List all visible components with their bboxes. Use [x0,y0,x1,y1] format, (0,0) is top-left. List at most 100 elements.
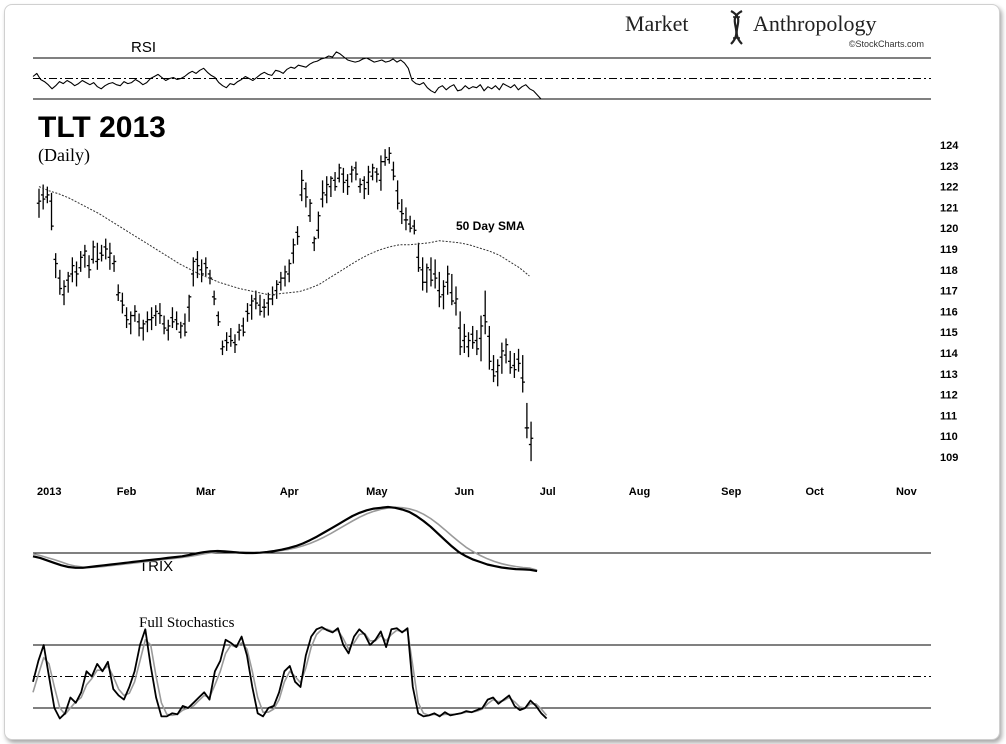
rsi-panel: RSI [32,39,931,100]
price-bar [353,161,359,181]
x-tick-label: Aug [629,486,650,498]
price-panel: 124 123 122 121 120 119 118 117 116 115 114 113 112 1… [36,140,959,464]
x-tick-label: Oct [805,486,824,498]
price-bar [453,286,459,316]
y-tick-label: 124 [940,140,959,152]
price-bar [228,328,234,347]
y-tick-label: 115 [940,327,958,339]
price-bar [316,211,321,239]
price-bar [53,253,58,279]
price-bar [437,271,442,308]
price-bar [82,244,88,268]
price-bar [291,238,296,264]
price-bar [99,244,104,262]
x-tick-label: 2013 [37,486,61,498]
price-bar [253,290,259,310]
price-bar [141,319,146,341]
y-tick-label: 123 [940,161,958,173]
price-bar [191,257,196,287]
y-tick-label: 119 [940,244,958,256]
price-bar [236,323,242,341]
chart-subtitle: (Daily) [38,145,90,166]
price-bar [49,192,54,231]
trix-signal-line [32,506,538,571]
price-bar [524,402,530,439]
price-bar [65,271,71,293]
price-bar [324,176,329,204]
price-bar [474,330,480,356]
price-bar [457,311,463,356]
price-bar [382,149,388,166]
price-bar [416,242,421,272]
price-bar [232,334,238,353]
price-bar [278,271,284,291]
price-bar [241,317,246,337]
price-bar [512,353,517,378]
price-bar [132,305,138,322]
price-bar [257,294,263,316]
price-bar [136,313,142,337]
price-bar [261,298,267,318]
stochastics-panel: Full Stochastics [32,615,931,720]
price-bar [70,257,75,283]
price-bar [345,174,350,195]
price-bar [45,186,50,204]
price-bar [403,207,409,231]
x-tick-label: Sep [721,486,741,498]
price-bar [432,259,438,289]
price-bar [266,292,271,316]
y-tick-label: 122 [940,182,958,194]
y-tick-label: 109 [940,452,958,464]
rsi-label: RSI [131,39,156,56]
sma-line [38,186,530,296]
price-bar [116,284,121,301]
price-bar [341,167,346,193]
price-bar [282,265,288,287]
y-tick-label: 113 [940,369,958,381]
y-tick-label: 120 [940,223,958,235]
price-bar [299,169,304,202]
price-bar [245,303,250,322]
price-bar [320,180,325,208]
price-bar [495,359,500,387]
price-bar [428,257,434,287]
price-bar [170,307,175,329]
y-tick-label: 117 [940,286,958,298]
price-bar [478,315,484,362]
price-bar [441,280,446,310]
price-bar [182,313,188,337]
price-bar [270,286,275,306]
trix-label: TRIX [139,558,173,575]
price-bar [303,182,309,208]
price-bar [520,355,525,393]
price-bar [482,290,488,335]
price-bar [349,165,354,183]
price-bar [407,215,413,233]
price-bar [412,219,417,235]
x-axis: 2013 Feb Mar Apr May Jun Jul Aug Sep Oct Nov [37,486,918,498]
price-bar [445,265,450,295]
y-tick-label: 116 [940,306,958,318]
x-tick-label: Mar [196,486,216,498]
price-bar [312,236,317,252]
price-bar [357,178,363,193]
price-bar [157,303,163,324]
stochastics-label: Full Stochastics [139,615,235,631]
price-bar [516,348,521,372]
price-bar [111,255,117,272]
trix-panel: TRIX [32,505,931,575]
price-bar [332,172,338,191]
price-bar [36,188,42,218]
x-tick-label: May [366,486,388,498]
brand-logo: Market Anthropology ©StockCharts.com [625,10,924,49]
y-tick-label: 112 [940,390,958,402]
price-bar [295,226,300,245]
stoch-k-line [32,626,548,720]
copyright-text: ©StockCharts.com [849,39,924,49]
price-bar [145,311,150,333]
price-bar [391,161,396,181]
price-bar [91,240,96,264]
price-bar [178,321,183,339]
price-bar [207,269,213,285]
brand-name-right: Anthropology [753,11,876,36]
